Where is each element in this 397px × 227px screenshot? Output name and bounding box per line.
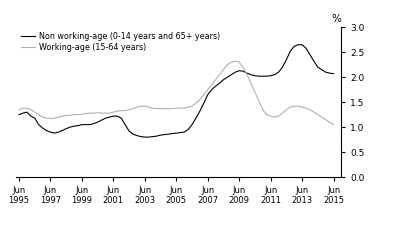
Text: %: % [331,14,341,24]
Legend: Non working-age (0-14 years and 65+ years), Working-age (15-64 years): Non working-age (0-14 years and 65+ year… [17,29,224,55]
